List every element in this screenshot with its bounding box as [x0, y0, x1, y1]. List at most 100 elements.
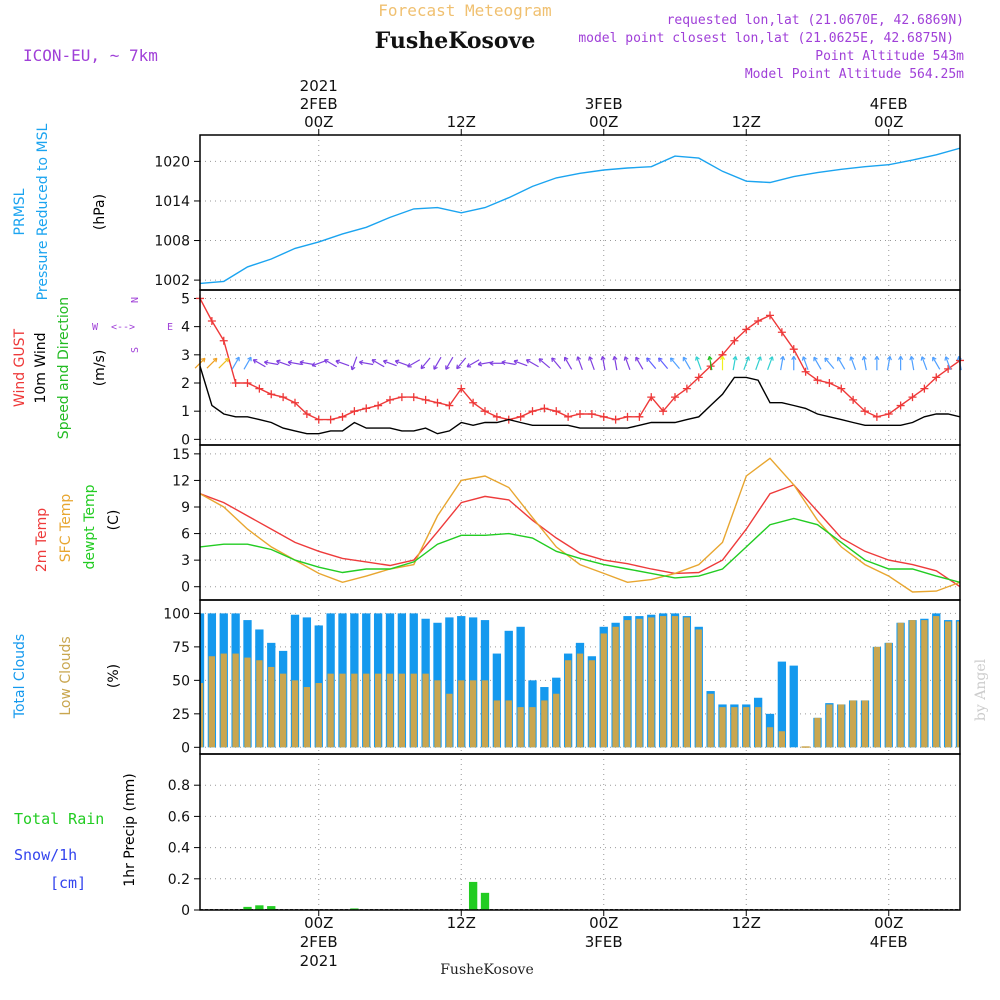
wind-arrow-head: [252, 359, 258, 364]
bottom-tick-label: 12Z: [447, 914, 476, 932]
wind-arrow-head: [276, 359, 281, 365]
label-snow-unit: [cm]: [50, 874, 86, 892]
gust-marker: [445, 401, 454, 410]
bar-low-cloud: [814, 717, 821, 748]
wind-arrow: [311, 360, 326, 367]
wind-arrow-head: [682, 356, 688, 362]
top-year-label: 2021: [300, 77, 338, 95]
wind-arrow: [646, 357, 657, 370]
y-tick-label: 9: [181, 500, 190, 516]
gust-marker: [884, 410, 893, 418]
wind-arrow-head: [874, 355, 880, 361]
gust-marker: [302, 410, 311, 418]
gust-marker: [326, 415, 335, 424]
wind-arrow: [695, 356, 702, 371]
wind-arrow-head: [801, 356, 807, 361]
wind-arrow: [886, 356, 891, 371]
gust-marker: [279, 393, 288, 402]
y-tick-label: 12: [172, 473, 190, 489]
wind-arrow-head: [932, 356, 937, 362]
bar-low-cloud: [826, 704, 833, 748]
series-line-10m-wind: [200, 365, 960, 435]
y-tick-label: 1002: [154, 273, 190, 289]
gust-marker: [457, 384, 466, 393]
wind-arrow-head: [669, 357, 675, 362]
wind-arrow: [253, 359, 266, 368]
bar-low-cloud: [541, 700, 548, 748]
bar-low-cloud: [933, 616, 940, 748]
wind-arrow: [538, 358, 551, 369]
bottom-tick-label: 00Z: [304, 914, 333, 932]
bar-rain: [468, 881, 478, 910]
wind-arrow: [276, 360, 290, 367]
bar-rain: [480, 892, 490, 910]
bar-rain: [255, 905, 264, 910]
label-low-clouds: Low Clouds: [58, 636, 74, 715]
y-tick-label: 3: [181, 553, 190, 569]
wind-arrow-head: [407, 362, 412, 368]
bar-low-cloud: [244, 657, 251, 748]
bar-low-cloud: [671, 616, 679, 748]
wind-arrow-head: [287, 360, 293, 366]
bar-low-cloud: [944, 621, 952, 748]
wind-arrow: [526, 359, 539, 368]
wind-arrow-head: [477, 361, 483, 367]
gust-marker: [694, 373, 703, 382]
bar-low-cloud: [838, 704, 845, 748]
label-prmsl: PRMSL: [12, 188, 28, 235]
wind-arrow-head: [612, 355, 618, 361]
gust-marker: [267, 390, 276, 399]
bar-low-cloud: [683, 617, 691, 748]
bar-low-cloud: [921, 620, 928, 748]
wind-arrow-head: [394, 359, 400, 365]
bottom-date-label: 2FEB: [300, 933, 338, 951]
y-tick-label: 1: [181, 404, 190, 420]
wind-arrow: [613, 356, 618, 371]
requested-coords: requested lon,lat (21.0670E, 42.6869N): [667, 13, 964, 28]
gust-marker: [599, 412, 608, 421]
compass-h-arrow: <-->: [111, 322, 135, 333]
compass-rose: W E <--> N S: [92, 297, 173, 353]
top-tick-label: 00Z: [874, 113, 903, 131]
series-line-wind-gust: [200, 298, 960, 421]
wind-arrow-head: [263, 360, 269, 366]
label-pressure-desc: Pressure Reduced to MSL: [35, 123, 51, 300]
wind-arrow: [335, 360, 350, 367]
bar-low-cloud: [469, 680, 477, 748]
y-tick-label: 75: [172, 640, 190, 656]
y-tick-label: 0.8: [168, 778, 190, 794]
top-tick-label: 00Z: [304, 113, 333, 131]
bar-low-cloud: [363, 673, 370, 748]
bottom-tick-label: 12Z: [732, 914, 761, 932]
bar-low-cloud: [707, 693, 714, 748]
wind-arrow: [395, 360, 409, 367]
gust-marker: [908, 393, 917, 402]
y-tick-label: 4: [181, 320, 190, 336]
panel-frame: [199, 753, 961, 911]
wind-arrow: [921, 356, 928, 371]
wind-arrow-head: [920, 356, 926, 361]
gust-marker: [837, 384, 846, 393]
wind-arrow: [588, 356, 595, 371]
bar-low-cloud: [612, 626, 619, 748]
gust-marker: [801, 367, 810, 376]
wind-arrow: [732, 356, 737, 371]
wind-arrow: [708, 356, 713, 371]
wind-arrow: [351, 356, 358, 371]
bar-low-cloud: [446, 693, 453, 748]
wind-arrow-head: [433, 365, 438, 370]
gust-marker: [789, 345, 798, 354]
bar-low-cloud: [624, 620, 631, 748]
y-tick-label: 0.6: [168, 809, 190, 825]
bar-total-cloud: [504, 630, 513, 748]
wind-arrow-head: [358, 360, 364, 366]
gust-marker: [932, 373, 941, 382]
bar-low-cloud: [778, 731, 786, 748]
wind-arrow-head: [420, 364, 426, 370]
gust-marker: [872, 412, 881, 421]
bar-low-cloud: [517, 707, 524, 748]
cloud-labels: Total Clouds Low Clouds (%): [12, 634, 122, 719]
wind-arrow: [466, 359, 480, 368]
y-tick-label: 1020: [154, 154, 190, 170]
panel-frame: [199, 289, 961, 446]
